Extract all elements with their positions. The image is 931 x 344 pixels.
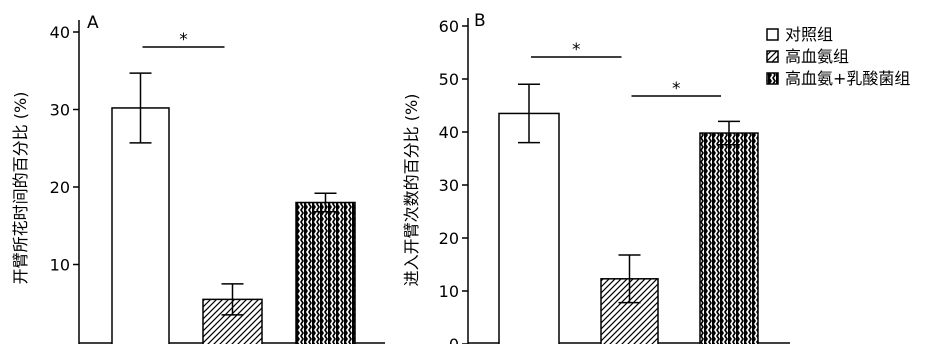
y-tick-label-b-50: 50 xyxy=(439,70,459,89)
y-tick-label-b-60: 60 xyxy=(439,17,459,36)
bar-a-hyperammonemia xyxy=(202,298,263,344)
y-tick-label-b-0: 0 xyxy=(449,335,459,344)
significance-mark-a-0: * xyxy=(179,30,188,50)
legend-swatch-hyperammonemia-lactobacillus xyxy=(766,72,779,85)
chart-panel-a: A 开臂所花时间的百分比 (%) 10 20 30 40 * xyxy=(11,13,385,344)
legend-item-control: 对照组 xyxy=(766,25,833,44)
bar-a-control xyxy=(111,107,170,344)
bar-b-control xyxy=(498,112,560,344)
y-tick-label-b-30: 30 xyxy=(439,176,459,195)
legend-label-hyperammonemia-lactobacillus: 高血氨+乳酸菌组 xyxy=(785,69,910,88)
legend-item-hyperammonemia: 高血氨组 xyxy=(766,47,849,66)
legend: 对照组 高血氨组 高血氨+乳酸菌组 xyxy=(766,25,910,88)
y-tick-label-a-10: 10 xyxy=(50,256,70,275)
legend-label-hyperammonemia: 高血氨组 xyxy=(785,47,849,66)
panel-label-b: B xyxy=(474,11,486,31)
y-tick-label-a-20: 20 xyxy=(50,178,70,197)
legend-label-control: 对照组 xyxy=(785,25,833,44)
bar-b-hyperammonemia-lactobacillus xyxy=(699,132,759,344)
legend-swatch-control xyxy=(766,28,779,41)
significance-mark-b-0: * xyxy=(572,40,581,60)
legend-swatch-hyperammonemia xyxy=(766,50,779,63)
legend-item-hyperammonemia-lactobacillus: 高血氨+乳酸菌组 xyxy=(766,69,910,88)
y-tick-label-b-20: 20 xyxy=(439,229,459,248)
y-tick-label-a-30: 30 xyxy=(50,101,70,120)
y-axis-label-a: 开臂所花时间的百分比 (%) xyxy=(11,92,30,285)
y-tick-label-b-40: 40 xyxy=(439,123,459,142)
chart-panel-b: B 进入开臂次数的百分比 (%) 0 10 20 30 40 50 60 * * xyxy=(402,11,790,344)
y-tick-label-a-40: 40 xyxy=(50,23,70,42)
y-axis-label-b: 进入开臂次数的百分比 (%) xyxy=(402,94,421,287)
y-tick-label-b-10: 10 xyxy=(439,282,459,301)
significance-mark-b-1: * xyxy=(672,79,681,99)
panel-label-a: A xyxy=(87,13,99,33)
bar-a-hyperammonemia-lactobacillus xyxy=(295,201,356,344)
